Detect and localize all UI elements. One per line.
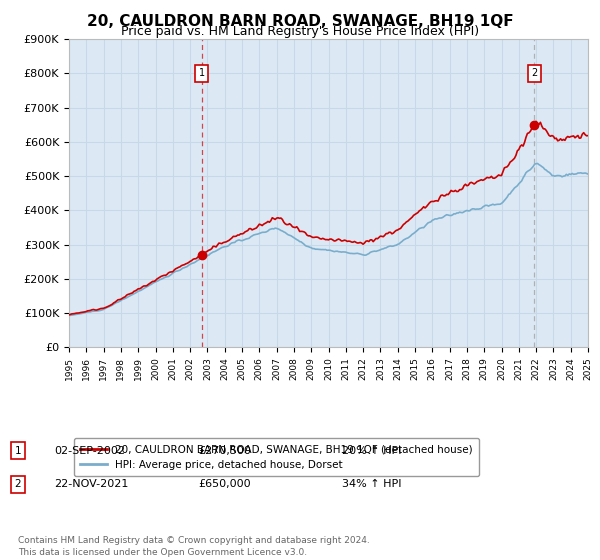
Text: Contains HM Land Registry data © Crown copyright and database right 2024.
This d: Contains HM Land Registry data © Crown c…	[18, 536, 370, 557]
Text: 1: 1	[199, 68, 205, 78]
Text: Price paid vs. HM Land Registry's House Price Index (HPI): Price paid vs. HM Land Registry's House …	[121, 25, 479, 38]
Text: 20% ↑ HPI: 20% ↑ HPI	[342, 446, 401, 456]
Text: 1: 1	[14, 446, 22, 456]
Text: £270,500: £270,500	[198, 446, 251, 456]
Legend: 20, CAULDRON BARN ROAD, SWANAGE, BH19 1QF (detached house), HPI: Average price, : 20, CAULDRON BARN ROAD, SWANAGE, BH19 1Q…	[74, 438, 479, 476]
Text: 2: 2	[14, 479, 22, 489]
Text: 34% ↑ HPI: 34% ↑ HPI	[342, 479, 401, 489]
Text: 2: 2	[531, 68, 538, 78]
Text: £650,000: £650,000	[198, 479, 251, 489]
Text: 02-SEP-2002: 02-SEP-2002	[54, 446, 125, 456]
Text: 20, CAULDRON BARN ROAD, SWANAGE, BH19 1QF: 20, CAULDRON BARN ROAD, SWANAGE, BH19 1Q…	[86, 14, 514, 29]
Text: 22-NOV-2021: 22-NOV-2021	[54, 479, 128, 489]
